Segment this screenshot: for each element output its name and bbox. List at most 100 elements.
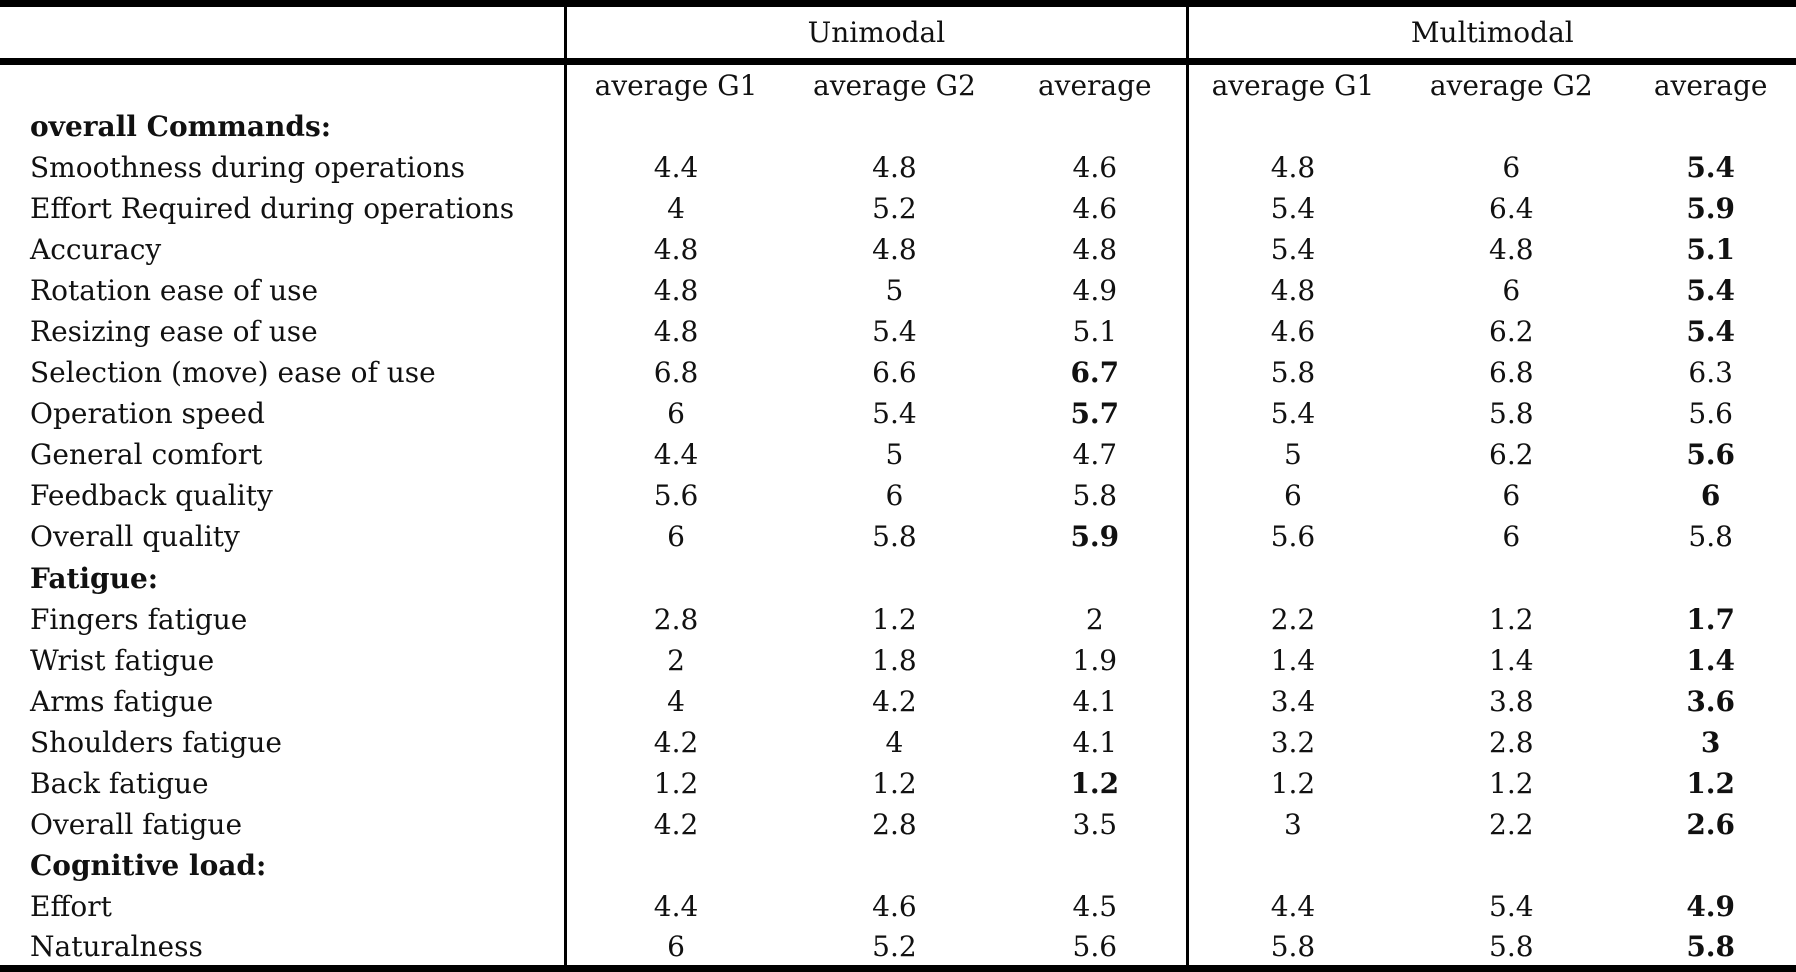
- row-label: Selection (move) ease of use: [30, 356, 436, 390]
- row-label: Arms fatigue: [30, 684, 214, 718]
- value-cell: 6: [885, 479, 904, 513]
- value-cell: 5.9: [1070, 520, 1120, 554]
- row-label: Effort Required during operations: [30, 191, 515, 225]
- empty-header-cell: [0, 62, 566, 106]
- value-cell: 5.4: [1686, 315, 1736, 349]
- empty-cell: [1185, 557, 1398, 599]
- value-cell: 4.2: [872, 684, 917, 718]
- empty-cell: [1185, 105, 1398, 147]
- value-cell: 6: [1502, 273, 1521, 307]
- unimodal-group-header: Unimodal: [564, 3, 1188, 65]
- empty-cell: [564, 105, 785, 147]
- value-cell: 2.2: [1489, 808, 1534, 842]
- value-cell: 1.2: [872, 602, 917, 636]
- value-cell: 4.8: [872, 232, 917, 266]
- value-cell: 3: [1185, 804, 1398, 846]
- empty-cell: [1625, 845, 1796, 886]
- value-cell: 1.2: [1489, 767, 1534, 801]
- value-cell: 4.6: [1185, 310, 1398, 353]
- value-cell: 4.4: [564, 434, 785, 476]
- col-header-unimodal-avg: average: [1037, 68, 1152, 102]
- value-cell: 5.7: [1070, 397, 1120, 431]
- section-header-label: Fatigue:: [30, 561, 159, 595]
- value-cell: 5.8: [872, 520, 917, 554]
- value-cell: 4: [885, 725, 904, 759]
- row-label: Wrist fatigue: [30, 643, 215, 677]
- row-label: Accuracy: [30, 232, 162, 266]
- value-cell: 2.8: [872, 808, 917, 842]
- value-cell: 5.2: [872, 191, 917, 225]
- value-cell: 1.2: [1686, 767, 1736, 801]
- empty-cell: [785, 558, 1004, 599]
- value-cell: 5: [1185, 434, 1398, 476]
- empty-cell: [1397, 558, 1625, 599]
- table-row: Resizing ease of use 4.8 5.4 5.1 4.6 6.2 5.4: [0, 310, 1796, 353]
- value-cell: 4: [564, 187, 785, 229]
- corner-cell: [0, 3, 566, 65]
- value-cell: 6: [564, 393, 785, 435]
- row-label: Shoulders fatigue: [30, 725, 282, 759]
- value-cell: 5.9: [1686, 191, 1736, 225]
- value-cell: 1.4: [1686, 643, 1736, 677]
- empty-cell: [1004, 558, 1187, 599]
- row-label: Smoothness during operations: [30, 150, 466, 184]
- value-cell: 1.4: [1489, 643, 1534, 677]
- value-cell: 4.4: [564, 146, 785, 188]
- row-label: Fingers fatigue: [30, 602, 248, 636]
- value-cell: 4.2: [564, 721, 785, 763]
- value-cell: 5.6: [1686, 438, 1736, 472]
- value-cell: 5.6: [1688, 397, 1733, 431]
- value-cell: 6: [564, 516, 785, 558]
- section-header-label: overall Commands:: [30, 109, 332, 143]
- empty-cell: [1004, 106, 1187, 147]
- table-body: overall Commands: Smoothness during opera…: [0, 105, 1796, 969]
- value-cell: 5.8: [1686, 929, 1736, 963]
- section-header-row: overall Commands:: [0, 105, 1796, 147]
- value-cell: 3.4: [1185, 680, 1398, 722]
- modality-header-row: Unimodal Multimodal: [0, 3, 1796, 65]
- value-cell: 4: [564, 680, 785, 722]
- empty-cell: [564, 557, 785, 599]
- value-cell: 6: [1185, 475, 1398, 517]
- value-cell: 4.8: [564, 228, 785, 270]
- value-cell: 4.8: [564, 269, 785, 311]
- table-row: Arms fatigue 4 4.2 4.1 3.4 3.8 3.6: [0, 680, 1796, 722]
- value-cell: 6.2: [1489, 315, 1534, 349]
- value-cell: 4.4: [564, 886, 785, 928]
- value-cell: 6: [564, 927, 785, 969]
- value-cell: 5.4: [1489, 890, 1534, 924]
- value-cell: 5.6: [564, 475, 785, 517]
- empty-cell: [564, 845, 785, 887]
- value-cell: 2.6: [1686, 808, 1736, 842]
- value-cell: 4.6: [1072, 150, 1118, 184]
- table-row: Effort 4.4 4.6 4.5 4.4 5.4 4.9: [0, 886, 1796, 928]
- value-cell: 6.8: [564, 352, 785, 394]
- value-cell: 4.4: [1185, 886, 1398, 928]
- value-cell: 1.9: [1072, 643, 1118, 677]
- row-label: Rotation ease of use: [30, 273, 319, 307]
- value-cell: 2.2: [1185, 598, 1398, 640]
- col-header-multimodal-avg-g2: average G2: [1429, 68, 1593, 102]
- table-row: Overall quality 6 5.8 5.9 5.6 6 5.8: [0, 516, 1796, 558]
- value-cell: 4.5: [1072, 890, 1118, 924]
- value-cell: 6.2: [1489, 438, 1534, 472]
- value-cell: 6: [1502, 520, 1521, 554]
- table-row: Operation speed 6 5.4 5.7 5.4 5.8 5.6: [0, 393, 1796, 435]
- value-cell: 4.9: [1686, 890, 1736, 924]
- col-header-unimodal-avg-g2: average G2: [813, 68, 976, 102]
- table-row: General comfort 4.4 5 4.7 5 6.2 5.6: [0, 434, 1796, 476]
- value-cell: 3.8: [1489, 684, 1534, 718]
- value-cell: 6.4: [1489, 191, 1534, 225]
- row-label: General comfort: [30, 438, 263, 472]
- value-cell: 4.8: [1072, 232, 1118, 266]
- value-cell: 5.4: [1686, 150, 1736, 184]
- value-cell: 4.7: [1072, 438, 1118, 472]
- value-cell: 5.6: [1072, 929, 1118, 963]
- table-row: Overall fatigue 4.2 2.8 3.5 3 2.2 2.6: [0, 804, 1796, 846]
- value-cell: 5.2: [872, 929, 917, 963]
- row-label: Feedback quality: [30, 479, 273, 513]
- value-cell: 6.3: [1688, 356, 1733, 390]
- value-cell: 5.4: [1686, 273, 1736, 307]
- value-cell: 6.8: [1489, 356, 1534, 390]
- col-header-unimodal-avg-g1: average G1: [564, 61, 785, 106]
